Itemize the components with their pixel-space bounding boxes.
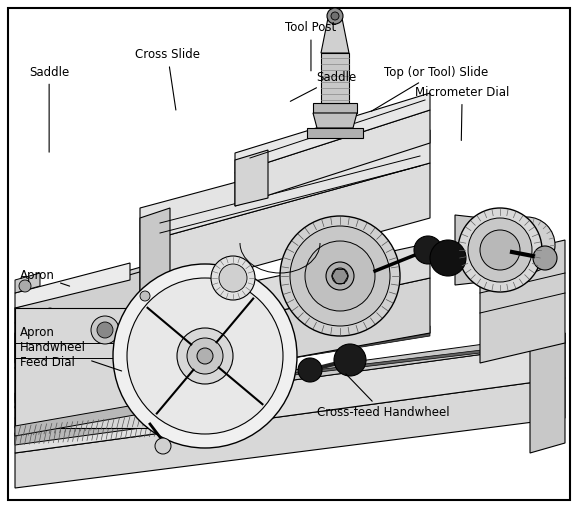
Polygon shape — [235, 150, 268, 206]
Circle shape — [211, 256, 255, 300]
Polygon shape — [15, 333, 565, 418]
Circle shape — [127, 278, 283, 434]
Circle shape — [219, 264, 247, 292]
Polygon shape — [140, 130, 430, 243]
Circle shape — [280, 216, 400, 336]
Text: Cross Slide: Cross Slide — [135, 48, 200, 110]
Circle shape — [91, 316, 119, 344]
Circle shape — [45, 343, 55, 353]
Polygon shape — [480, 240, 565, 363]
Polygon shape — [321, 53, 349, 103]
Polygon shape — [235, 93, 430, 173]
Polygon shape — [15, 340, 565, 408]
Text: Tool Post: Tool Post — [286, 21, 336, 71]
Circle shape — [113, 264, 297, 448]
Circle shape — [332, 268, 348, 284]
Polygon shape — [15, 278, 430, 408]
Polygon shape — [15, 333, 430, 403]
Circle shape — [290, 226, 390, 326]
Polygon shape — [455, 215, 500, 285]
Polygon shape — [15, 303, 240, 428]
Text: Apron
Handwheel
Feed Dial: Apron Handwheel Feed Dial — [20, 327, 121, 371]
Circle shape — [430, 240, 466, 276]
Circle shape — [458, 208, 542, 292]
Circle shape — [155, 438, 171, 454]
Polygon shape — [235, 110, 430, 206]
Polygon shape — [307, 128, 363, 138]
Circle shape — [197, 348, 213, 364]
Polygon shape — [15, 273, 40, 293]
Text: Cross-feed Handwheel: Cross-feed Handwheel — [317, 374, 449, 419]
Polygon shape — [15, 326, 430, 400]
Text: Top (or Tool) Slide: Top (or Tool) Slide — [371, 66, 488, 111]
Circle shape — [145, 326, 165, 346]
Text: Saddle: Saddle — [290, 71, 357, 101]
Polygon shape — [313, 113, 357, 128]
Circle shape — [533, 246, 557, 270]
Polygon shape — [15, 280, 125, 323]
Circle shape — [468, 218, 532, 282]
Polygon shape — [120, 263, 155, 333]
Circle shape — [45, 308, 55, 318]
Text: Micrometer Dial: Micrometer Dial — [415, 86, 509, 141]
Circle shape — [499, 217, 555, 273]
Polygon shape — [530, 333, 565, 453]
Text: Saddle: Saddle — [29, 66, 69, 152]
Circle shape — [326, 262, 354, 290]
Circle shape — [298, 358, 322, 382]
Circle shape — [76, 336, 84, 344]
Circle shape — [305, 241, 375, 311]
Circle shape — [97, 322, 113, 338]
Polygon shape — [15, 263, 130, 308]
Polygon shape — [321, 18, 349, 53]
Circle shape — [19, 280, 31, 292]
Polygon shape — [15, 408, 200, 445]
Polygon shape — [15, 293, 125, 363]
Text: Apron: Apron — [20, 269, 69, 286]
Circle shape — [331, 12, 339, 20]
Polygon shape — [313, 103, 357, 113]
Circle shape — [150, 331, 160, 341]
Circle shape — [327, 8, 343, 24]
Circle shape — [140, 291, 150, 301]
Polygon shape — [15, 390, 220, 436]
Polygon shape — [140, 208, 170, 298]
Polygon shape — [15, 243, 240, 368]
Circle shape — [167, 335, 183, 351]
Polygon shape — [15, 243, 430, 368]
Bar — [15, 308, 240, 428]
Circle shape — [334, 344, 366, 376]
Polygon shape — [15, 378, 565, 488]
Circle shape — [187, 338, 223, 374]
Polygon shape — [15, 343, 565, 453]
Circle shape — [414, 236, 442, 264]
Polygon shape — [140, 163, 430, 298]
Circle shape — [177, 328, 233, 384]
Bar — [130, 322, 170, 340]
Circle shape — [480, 230, 520, 270]
